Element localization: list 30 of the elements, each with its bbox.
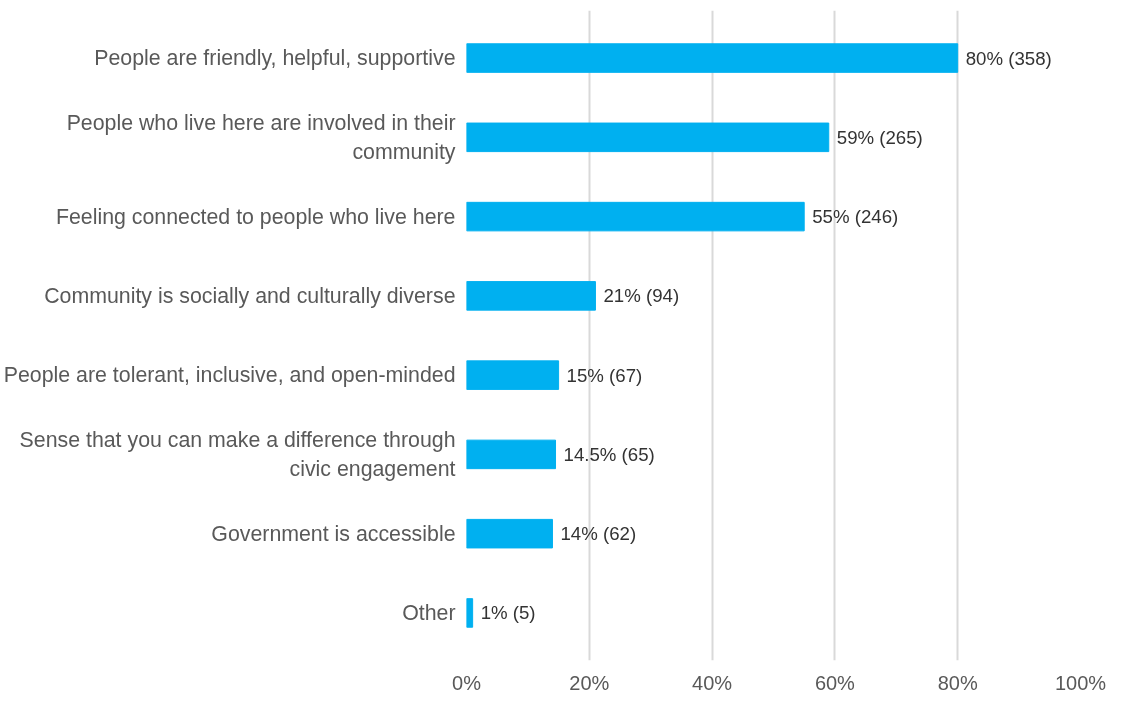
y-tick-label: Other xyxy=(402,600,456,625)
x-tick-label: 60% xyxy=(814,671,856,694)
data-label: 15% (67) xyxy=(566,364,643,386)
data-label: 59% (265) xyxy=(836,126,923,148)
bar xyxy=(466,43,959,73)
y-tick-label: People are friendly, helpful, supportive xyxy=(94,46,456,71)
x-tick-label: 80% xyxy=(937,671,978,694)
data-label: 80% (358) xyxy=(965,47,1052,69)
y-tick-label: Feeling connected to people who live here xyxy=(55,204,456,229)
data-label: 55% (246) xyxy=(812,206,899,228)
x-tick-label: 20% xyxy=(569,671,610,694)
bar xyxy=(466,598,474,628)
bar xyxy=(466,439,557,470)
bar xyxy=(466,518,553,549)
y-tick-label: Community is socially and culturally diverse xyxy=(44,283,456,308)
bar xyxy=(466,281,596,311)
data-label: 14% (62) xyxy=(560,523,637,545)
x-tick-label: 100% xyxy=(1054,671,1107,694)
bar xyxy=(466,360,560,390)
y-tick-label: People who live here are involved in their community xyxy=(66,110,456,164)
y-tick-label: Sense that you can make a difference through civic engagement xyxy=(19,428,456,481)
bar xyxy=(466,201,805,232)
data-label: 21% (94) xyxy=(603,285,680,307)
bar xyxy=(466,122,830,153)
y-tick-label: People are tolerant, inclusive, and open-minded xyxy=(3,363,456,388)
x-tick-label: 0% xyxy=(452,671,482,694)
data-label: 14.5% (65) xyxy=(563,443,655,465)
data-label: 1% (5) xyxy=(480,602,536,624)
x-tick-label: 40% xyxy=(692,671,733,694)
y-tick-label: Government is accessible xyxy=(211,521,456,546)
